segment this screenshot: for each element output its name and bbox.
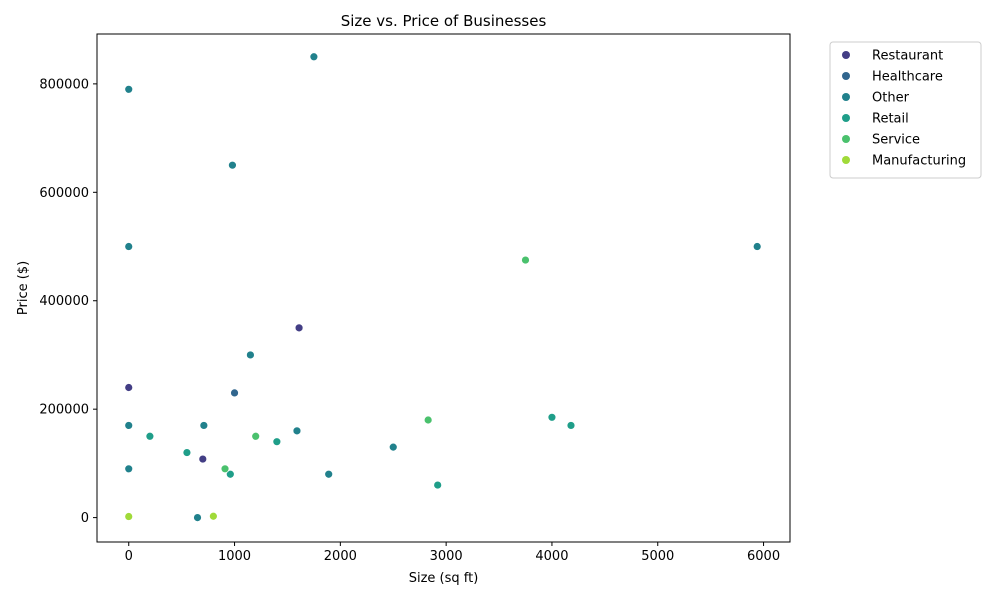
- x-axis-title: Size (sq ft): [409, 571, 479, 586]
- y-tick-label: 0: [81, 511, 89, 526]
- data-point: [309, 52, 319, 62]
- legend-label: Manufacturing: [872, 154, 966, 169]
- data-point: [124, 84, 134, 94]
- y-axis: 0 200000 400000 600000 800000: [39, 77, 97, 526]
- data-point: [423, 415, 433, 425]
- data-point: [199, 421, 209, 430]
- legend: Restaurant Healthcare Other Retail Service Ma…: [829, 41, 982, 179]
- legend-marker: [842, 114, 850, 122]
- data-point: [547, 412, 557, 422]
- legend-label: Service: [872, 133, 920, 148]
- data-point: [521, 255, 530, 265]
- legend-frame: [829, 41, 982, 179]
- x-tick-label: 3000: [430, 549, 463, 564]
- data-point: [292, 426, 302, 436]
- legend-marker: [842, 51, 850, 59]
- x-tick-label: 6000: [747, 549, 780, 564]
- data-point: [124, 512, 134, 521]
- data-point: [220, 464, 230, 474]
- data-point: [124, 242, 134, 251]
- x-axis: 0 1000 2000 3000 4000 5000 6000: [125, 542, 780, 564]
- data-point: [566, 421, 576, 430]
- data-point: [433, 480, 443, 490]
- x-tick-label: 4000: [535, 549, 568, 564]
- data-point: [198, 454, 208, 464]
- data-point: [388, 442, 398, 452]
- y-tick-label: 400000: [39, 294, 89, 309]
- legend-label: Other: [872, 91, 910, 106]
- plot-frame: [96, 33, 791, 543]
- x-tick-label: 0: [125, 549, 133, 564]
- legend-marker: [842, 156, 850, 164]
- data-point: [752, 242, 762, 251]
- data-point: [124, 421, 134, 430]
- data-point: [124, 464, 134, 474]
- data-point: [294, 323, 304, 333]
- data-points: [124, 52, 762, 523]
- y-tick-label: 600000: [39, 186, 89, 201]
- data-point: [324, 469, 334, 479]
- data-point: [228, 160, 237, 170]
- data-point: [208, 511, 218, 521]
- y-tick-label: 200000: [39, 403, 89, 418]
- legend-label: Restaurant: [872, 49, 943, 64]
- data-point: [145, 431, 155, 441]
- chart-title: Size vs. Price of Businesses: [341, 12, 547, 30]
- x-tick-label: 1000: [218, 549, 251, 564]
- legend-marker: [842, 72, 850, 80]
- legend-label: Retail: [872, 112, 909, 127]
- plot-area: [96, 33, 791, 543]
- legend-label: Healthcare: [872, 70, 943, 85]
- data-point: [182, 448, 192, 457]
- legend-marker: [842, 93, 850, 101]
- data-point: [225, 469, 235, 479]
- legend-marker: [842, 135, 850, 143]
- data-point: [193, 513, 202, 523]
- data-point: [272, 437, 282, 447]
- x-tick-label: 2000: [324, 549, 357, 564]
- y-tick-label: 800000: [39, 77, 89, 92]
- data-point: [230, 388, 239, 398]
- data-point: [251, 431, 261, 441]
- y-axis-title: Price ($): [16, 261, 31, 315]
- data-point: [246, 350, 255, 360]
- data-point: [124, 383, 134, 392]
- x-tick-label: 5000: [641, 549, 674, 564]
